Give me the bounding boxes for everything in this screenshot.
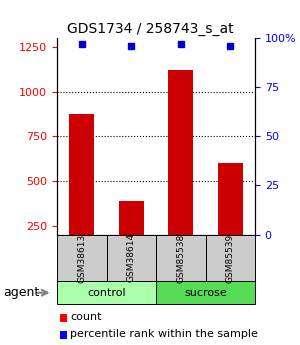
Text: percentile rank within the sample: percentile rank within the sample <box>70 329 258 339</box>
Text: GSM38613: GSM38613 <box>77 233 86 283</box>
Text: GDS1734 / 258743_s_at: GDS1734 / 258743_s_at <box>67 22 233 37</box>
Text: agent: agent <box>3 286 39 299</box>
Bar <box>168 70 193 270</box>
Text: GSM85538: GSM85538 <box>176 233 185 283</box>
Text: count: count <box>70 312 102 322</box>
Text: control: control <box>87 288 126 298</box>
Bar <box>119 201 144 270</box>
Bar <box>69 114 94 270</box>
Text: sucrose: sucrose <box>184 288 227 298</box>
Text: GSM85539: GSM85539 <box>226 233 235 283</box>
Text: GSM38614: GSM38614 <box>127 233 136 283</box>
Bar <box>218 163 243 270</box>
